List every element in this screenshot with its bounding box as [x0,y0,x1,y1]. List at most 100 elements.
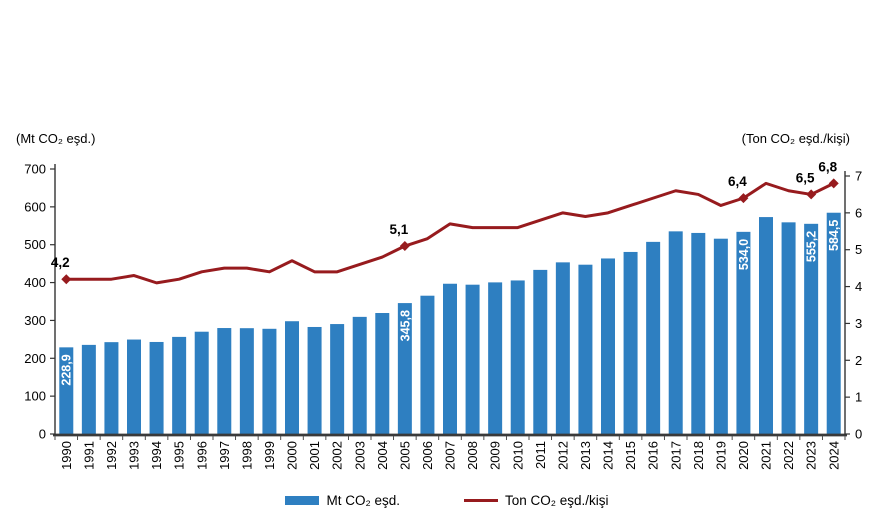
bar-1995 [172,336,187,434]
x-axis-year-label: 2006 [420,441,435,470]
bar-2011 [533,269,548,434]
x-axis-year-label: 2007 [443,441,458,470]
right-axis-tick-label: 4 [855,279,862,294]
bar-2007 [443,283,457,434]
x-axis-year-label: 2009 [488,441,503,470]
bar-1993 [127,339,141,434]
bar-2009 [488,282,503,434]
legend: Mt CO₂ eşd. Ton CO₂ eşd./kişi [12,493,870,508]
x-axis-year-label: 2000 [285,441,300,470]
x-axis-year-label: 2003 [352,441,367,470]
x-axis-year-label: 2005 [397,441,412,470]
line-marker-2020 [738,193,749,204]
legend-bar-label: Mt CO₂ eşd. [326,493,400,508]
right-axis-tick-label: 0 [855,427,862,442]
per-capita-line [64,181,836,285]
bar-2023 [804,223,819,434]
left-axis-title: (Mt CO₂ eşd.) [16,131,96,146]
bar-1992 [104,342,119,434]
right-axis-tick-label: 7 [855,169,862,184]
x-axis-year-label: 1998 [239,441,254,470]
line-value-label-2024: 6,8 [818,159,837,174]
bar-2004 [375,313,390,434]
x-axis-year-label: 1999 [262,441,277,470]
legend-item-bars: Mt CO₂ eşd. [285,493,400,508]
bar-1999 [262,328,277,434]
line-marker-2024 [828,178,839,189]
x-axis-year-label: 2001 [307,441,322,470]
x-axis-year-label: 2016 [646,441,661,470]
line-marker-1990 [61,274,72,285]
bar-value-label-2024: 584,5 [827,220,841,251]
bar-value-label-2005: 345,8 [398,310,412,341]
bar-2024 [826,212,841,434]
x-axis-year-label: 2018 [691,441,706,470]
legend-line-label: Ton CO₂ eşd./kişi [504,493,609,508]
bar-2013 [578,264,593,434]
bar-2018 [691,232,706,434]
bar-1991 [81,344,96,434]
right-axis-title: (Ton CO₂ eşd./kişi) [741,131,850,146]
right-axis-tick-label: 5 [855,242,862,257]
bar-2005 [397,303,412,434]
x-axis-year-label: 1994 [149,441,164,470]
bar-2008 [465,284,480,434]
bar-2006 [420,295,435,434]
bar-1996 [194,331,209,434]
x-axis-year-label: 2012 [555,441,570,470]
line-marker-2005 [399,241,410,252]
x-axis-year-label: 2015 [623,441,638,470]
x-axis-year-label: 2021 [759,441,774,470]
bar-2017 [668,231,683,434]
x-axis-year-label: 2014 [601,441,616,470]
x-axis-year-label: 2008 [465,441,480,470]
line-value-label-2023: 6,5 [796,170,815,185]
bar-1994 [149,341,164,434]
right-axis-tick-label: 3 [855,316,862,331]
x-axis-year-label: 1996 [194,441,209,470]
bar-2021 [759,217,773,434]
left-axis-tick-label: 700 [24,162,46,177]
legend-bar-swatch [285,496,320,505]
left-axis-tick-label: 400 [24,275,46,290]
bar-2016 [646,241,661,434]
left-axis-tick-label: 200 [24,351,46,366]
left-axis-tick-label: 0 [39,427,46,442]
x-axis-year-label: 1991 [81,441,96,470]
legend-item-line: Ton CO₂ eşd./kişi [463,493,609,508]
bar-2001 [307,326,322,434]
legend-line-swatch [463,499,498,502]
bar-2002 [330,324,345,434]
right-axis-tick-label: 6 [855,205,862,220]
x-axis-year-label: 2019 [713,441,728,470]
x-axis-year-label: 1993 [127,441,142,470]
x-axis-year-label: 1990 [59,441,74,470]
bar-2020 [736,231,751,434]
line-marker-2023 [806,189,817,200]
line-value-label-2020: 6,4 [728,174,747,189]
x-axis-year-label: 2013 [578,441,593,470]
x-axis-year-label: 2024 [826,441,841,470]
right-axis-tick-label: 2 [855,353,862,368]
x-axis-year-label: 2004 [375,441,390,470]
x-axis-year-label: 1995 [172,441,187,470]
bar-value-label-1990: 228,9 [60,354,74,385]
left-axis-tick-label: 500 [24,237,46,252]
right-axis-tick-label: 1 [855,390,862,405]
bar-2022 [781,222,796,434]
left-axis-tick-label: 300 [24,313,46,328]
left-axis-tick-label: 100 [24,389,46,404]
x-axis-year-label: 2011 [533,441,548,469]
bar-2000 [285,321,299,434]
x-axis-year-label: 2022 [781,441,796,470]
bar-2010 [510,280,525,434]
x-axis-year-label: 2017 [668,441,683,470]
x-axis-year-label: 1992 [104,441,119,470]
x-axis-year-label: 2023 [804,441,819,470]
line-value-label-1990: 4,2 [51,255,70,270]
bar-1997 [217,328,232,434]
x-axis-year-label: 2002 [330,441,345,470]
x-axis-year-label: 2020 [736,441,751,470]
